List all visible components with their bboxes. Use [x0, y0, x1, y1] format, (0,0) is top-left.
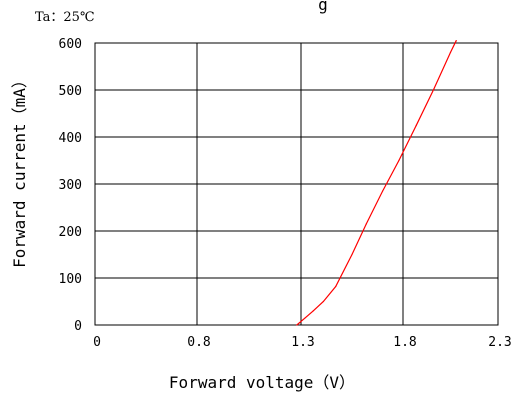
- series-point: [415, 124, 417, 126]
- series-point: [455, 40, 457, 42]
- series-point: [304, 317, 306, 319]
- y-tick-label: 200: [59, 225, 82, 240]
- series-point: [449, 51, 452, 54]
- y-tick-label: 600: [59, 37, 82, 52]
- x-tick-label: 1.3: [291, 335, 314, 350]
- series-point: [365, 223, 367, 225]
- series-point: [432, 89, 434, 91]
- series-point: [382, 190, 384, 192]
- y-axis-title: Forward current（mA）: [10, 72, 29, 268]
- grid-layer: [95, 43, 498, 325]
- x-tick-label: 0.8: [187, 335, 210, 350]
- y-tick-label: 500: [59, 84, 82, 99]
- y-tick-label: 100: [59, 272, 82, 287]
- y-tick-label: 300: [59, 178, 82, 193]
- x-axis-title: Forward voltage（V）: [169, 373, 355, 392]
- tick-layer: 0 100 200 300 400 500 600 0 0.8 1.3 1.8 2.3: [59, 37, 512, 350]
- series-point: [322, 300, 325, 303]
- x-tick-label: 1.8: [393, 335, 416, 350]
- x-tick-label: 0: [93, 335, 101, 350]
- series-point: [335, 285, 337, 288]
- series-point: [398, 159, 400, 162]
- series-point: [312, 310, 314, 312]
- series-point: [296, 324, 298, 326]
- y-tick-label: 0: [74, 319, 82, 334]
- x-tick-label: 2.3: [488, 335, 511, 350]
- y-tick-label: 400: [59, 131, 82, 146]
- series-layer: [296, 40, 457, 326]
- temperature-annotation: Ta：25℃: [35, 10, 95, 25]
- series-point: [351, 253, 353, 256]
- series-line: [296, 40, 457, 326]
- chart-title-fragment: g: [318, 0, 328, 14]
